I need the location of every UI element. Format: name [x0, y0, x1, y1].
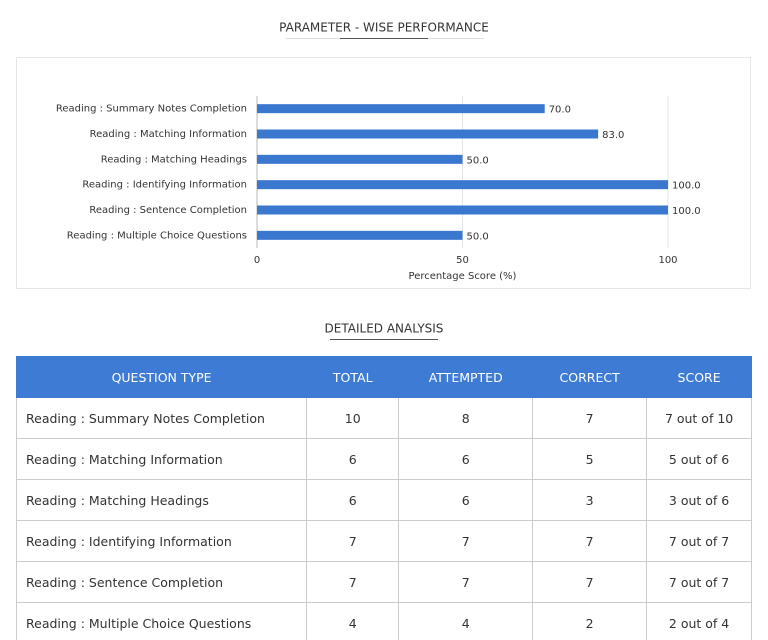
table-cell: 5: [532, 438, 648, 480]
table-cell: 2 out of 4: [646, 602, 752, 640]
y-tick-label: Reading : Sentence Completion: [89, 205, 247, 216]
table-cell: Reading : Sentence Completion: [15, 561, 308, 603]
table-cell: 6: [306, 438, 400, 480]
table-cell: 6: [398, 479, 534, 521]
value-label: 70.0: [549, 105, 571, 116]
y-tick-label: Reading : Matching Headings: [101, 154, 247, 165]
value-label: 100.0: [672, 206, 701, 217]
y-tick-label: Reading : Matching Information: [90, 129, 247, 140]
table-cell: Reading : Multiple Choice Questions: [15, 602, 308, 640]
chart-box: [16, 57, 751, 289]
column-header: TOTAL: [306, 356, 400, 398]
table-cell: 7: [398, 561, 534, 603]
table-cell: Reading : Matching Information: [15, 438, 308, 480]
bar: [257, 104, 545, 114]
value-label: 83.0: [602, 130, 624, 141]
y-tick-label: Reading : Identifying Information: [82, 180, 247, 191]
column-header: ATTEMPTED: [398, 356, 534, 398]
table-title: DETAILED ANALYSIS: [325, 322, 444, 336]
table-cell: 3: [532, 479, 648, 521]
table-row: Reading : Sentence Completion 7 7 7 7 out of…: [15, 561, 752, 603]
x-tick-label: 100: [658, 255, 677, 266]
table-cell: 7 out of 10: [646, 397, 752, 439]
table-row: Reading : Identifying Information 7 7 7 7 ou…: [15, 520, 752, 562]
analysis-table: QUESTION TYPE TOTAL ATTEMPTED CORRECT SCORE R…: [15, 356, 752, 640]
bar: [257, 129, 599, 139]
x-axis-label: Percentage Score (%): [409, 271, 517, 282]
table-cell: 6: [306, 479, 400, 521]
table-cell: 6: [398, 438, 534, 480]
table-row: Reading : Summary Notes Completion 10 8 7 7 …: [15, 397, 752, 439]
table-cell: 7: [532, 397, 648, 439]
y-tick-label: Reading : Multiple Choice Questions: [67, 230, 247, 241]
y-tick-label: Reading : Summary Notes Completion: [56, 104, 247, 115]
table-cell: 10: [306, 397, 400, 439]
table-cell: 7: [532, 561, 648, 603]
x-tick-label: 0: [254, 255, 260, 266]
table-cell: 7: [398, 520, 534, 562]
column-header: QUESTION TYPE: [15, 356, 308, 398]
bar: [257, 205, 668, 215]
bar: [257, 154, 463, 164]
column-header: CORRECT: [532, 356, 648, 398]
bar: [257, 180, 668, 190]
table-cell: 4: [306, 602, 400, 640]
table-cell: 7: [306, 520, 400, 562]
table-row: Reading : Multiple Choice Questions 4 4 2 2 …: [15, 602, 752, 640]
bar: [257, 230, 463, 240]
table-row: Reading : Matching Headings 6 6 3 3 out of 6: [15, 479, 752, 521]
table-cell: Reading : Summary Notes Completion: [15, 397, 308, 439]
value-label: 100.0: [672, 181, 701, 192]
table-cell: 3 out of 6: [646, 479, 752, 521]
value-label: 50.0: [467, 231, 489, 242]
table-cell: 7 out of 7: [646, 561, 752, 603]
column-header: SCORE: [646, 356, 752, 398]
table-cell: 7 out of 7: [646, 520, 752, 562]
table-cell: 4: [398, 602, 534, 640]
header-row: QUESTION TYPE TOTAL ATTEMPTED CORRECT SCORE: [15, 356, 752, 398]
value-label: 50.0: [467, 155, 489, 166]
chart: PARAMETER - WISE PERFORMANCE DETAILED AN…: [16, 21, 751, 340]
x-tick-label: 50: [456, 255, 469, 266]
chart-title: PARAMETER - WISE PERFORMANCE: [279, 21, 489, 35]
table-cell: 7: [532, 520, 648, 562]
table-cell: Reading : Identifying Information: [15, 520, 308, 562]
table-cell: 8: [398, 397, 534, 439]
table-cell: 2: [532, 602, 648, 640]
table-row: Reading : Matching Information 6 6 5 5 out o…: [15, 438, 752, 480]
table-cell: 5 out of 6: [646, 438, 752, 480]
table-cell: Reading : Matching Headings: [15, 479, 308, 521]
table-cell: 7: [306, 561, 400, 603]
